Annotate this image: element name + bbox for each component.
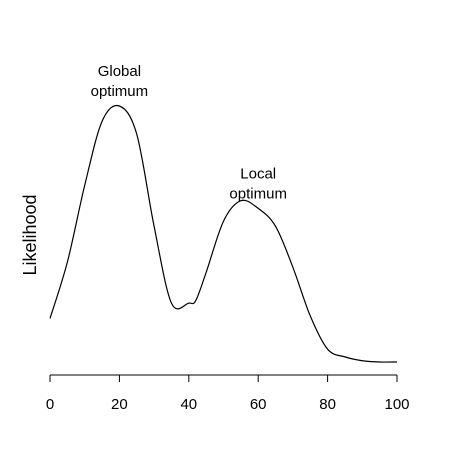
annotation-global: Global optimum [91,63,149,100]
series-layer [49,104,398,363]
likelihood-curve [49,104,398,363]
annotation-local-line: optimum [229,185,287,202]
x-tick-label: 40 [180,396,197,413]
annotation-local-line: Local [240,165,276,182]
annotation-global-line: optimum [91,83,149,100]
x-axis: 0 20 40 60 80 100 [46,374,410,413]
x-tick-label: 60 [250,396,267,413]
annotation-global-line: Global [98,63,141,80]
x-tick-label: 100 [384,396,409,413]
x-tick-label: 80 [319,396,336,413]
y-axis-title: Likelihood [20,194,40,275]
annotation-layer: Global optimum Local optimum [91,63,287,202]
x-tick-label: 20 [111,396,128,413]
x-tick-label: 0 [46,396,54,413]
annotation-local: Local optimum [229,165,287,202]
